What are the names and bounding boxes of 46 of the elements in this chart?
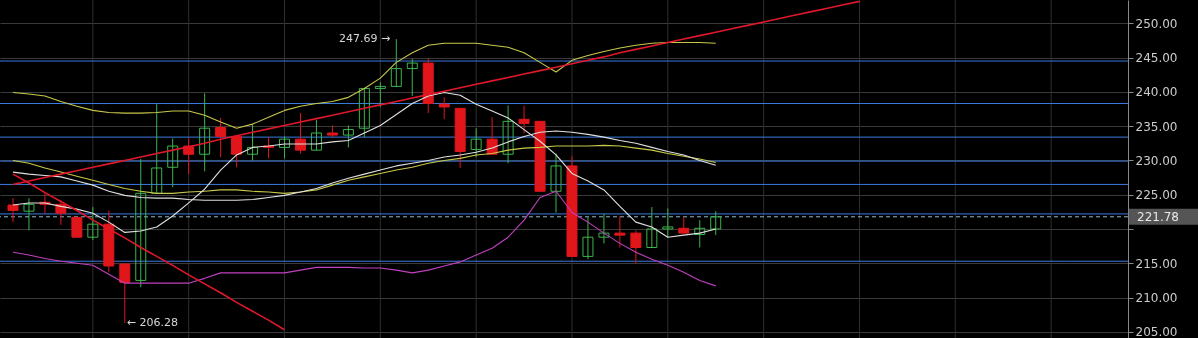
y-tick-label: 245.00 <box>1135 51 1178 66</box>
candlestick <box>550 153 562 214</box>
candlestick <box>310 119 322 151</box>
candlestick <box>135 158 147 288</box>
annotation: 247.69 → <box>339 32 391 46</box>
candlestick <box>342 124 354 148</box>
candlestick <box>358 87 370 138</box>
candlestick <box>167 137 179 188</box>
y-tick-label: 235.00 <box>1135 119 1178 134</box>
candlestick <box>183 137 195 175</box>
y-tick-label: 240.00 <box>1135 85 1178 100</box>
candlestick <box>7 197 19 223</box>
candlestick <box>279 135 290 159</box>
candlestick <box>470 127 482 158</box>
candlestick <box>614 215 626 248</box>
y-tick-label: 225.00 <box>1135 188 1178 203</box>
line-series <box>12 41 717 129</box>
ref-line-label: 221.78 <box>1137 209 1179 224</box>
y-tick-label: 250.00 <box>1135 16 1178 31</box>
candlestick <box>662 207 674 238</box>
line-series <box>12 190 717 287</box>
y-tick-label: 210.00 <box>1135 291 1178 306</box>
y-tick-label: 205.00 <box>1135 325 1178 338</box>
candlestick <box>374 81 386 108</box>
candlestick <box>406 58 418 97</box>
candlestick <box>87 206 99 241</box>
candlestick <box>71 216 83 238</box>
annotation: ← 206.28 <box>126 316 178 330</box>
candlestick <box>215 117 227 158</box>
candlestick <box>438 96 450 120</box>
candlestick <box>582 216 594 260</box>
candlestick <box>199 92 211 172</box>
candlestick <box>231 135 243 168</box>
candlestick <box>151 103 163 194</box>
candlestick <box>23 197 35 231</box>
candlestick <box>502 105 514 164</box>
candlestick <box>518 105 530 134</box>
y-tick-label: 215.00 <box>1135 256 1178 271</box>
candlestick <box>598 213 610 244</box>
candlestick <box>694 219 706 248</box>
candlestick <box>646 206 658 248</box>
candlestick <box>630 229 642 264</box>
candlestick <box>710 210 722 236</box>
y-tick-label: 230.00 <box>1135 153 1178 168</box>
candlestick <box>390 38 402 88</box>
candlestick <box>247 123 259 161</box>
